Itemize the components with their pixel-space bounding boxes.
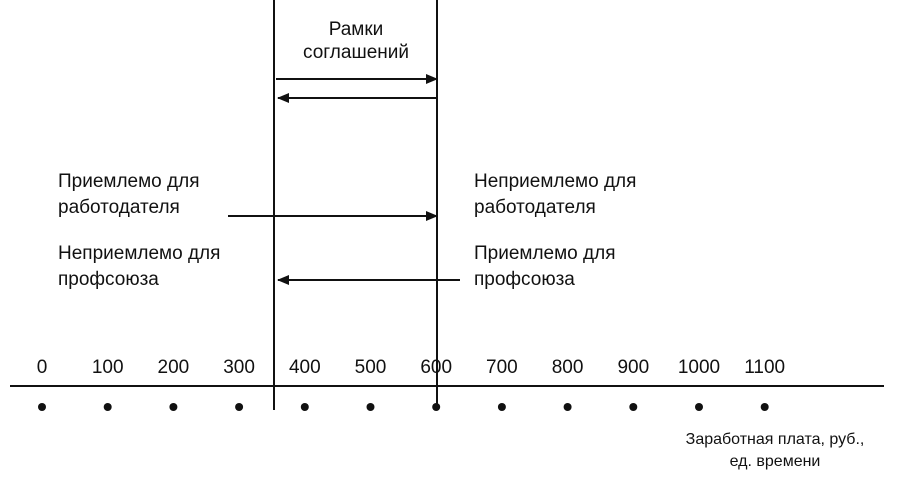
tick-dot xyxy=(103,403,112,411)
tick-dot xyxy=(695,403,703,411)
label: Приемлемо для xyxy=(474,243,616,264)
tick-label: 800 xyxy=(552,357,584,378)
label: Приемлемо для xyxy=(58,171,200,192)
axis-label: ед. времени xyxy=(730,453,821,470)
tick-dot xyxy=(300,403,309,411)
label: профсоюза xyxy=(474,269,575,290)
tick-dot xyxy=(629,403,638,411)
tick-label: 200 xyxy=(158,357,190,378)
label: Неприемлемо для xyxy=(58,243,220,264)
tick-label: 900 xyxy=(617,357,649,378)
tick-dot xyxy=(235,403,244,411)
tick-dot xyxy=(760,403,769,411)
title-line: Рамки xyxy=(329,19,384,40)
label: профсоюза xyxy=(58,269,159,290)
tick-label: 700 xyxy=(486,357,518,378)
label: работодателя xyxy=(474,197,596,218)
title-line: соглашений xyxy=(303,42,409,63)
tick-label: 600 xyxy=(420,357,452,378)
label: Неприемлемо для xyxy=(474,171,636,192)
tick-label: 400 xyxy=(289,357,321,378)
tick-dot xyxy=(366,403,375,411)
tick-dot xyxy=(169,403,178,411)
tick-label: 500 xyxy=(355,357,387,378)
tick-label: 0 xyxy=(37,357,48,378)
tick-dot xyxy=(432,403,441,411)
tick-dot xyxy=(497,403,506,411)
tick-label: 100 xyxy=(92,357,124,378)
tick-label: 300 xyxy=(223,357,255,378)
tick-label: 1100 xyxy=(744,357,785,378)
tick-dot xyxy=(563,403,572,411)
tick-label: 1000 xyxy=(678,357,720,378)
axis-label: Заработная плата, руб., xyxy=(686,431,865,448)
label: работодателя xyxy=(58,197,180,218)
tick-dot xyxy=(38,403,46,411)
